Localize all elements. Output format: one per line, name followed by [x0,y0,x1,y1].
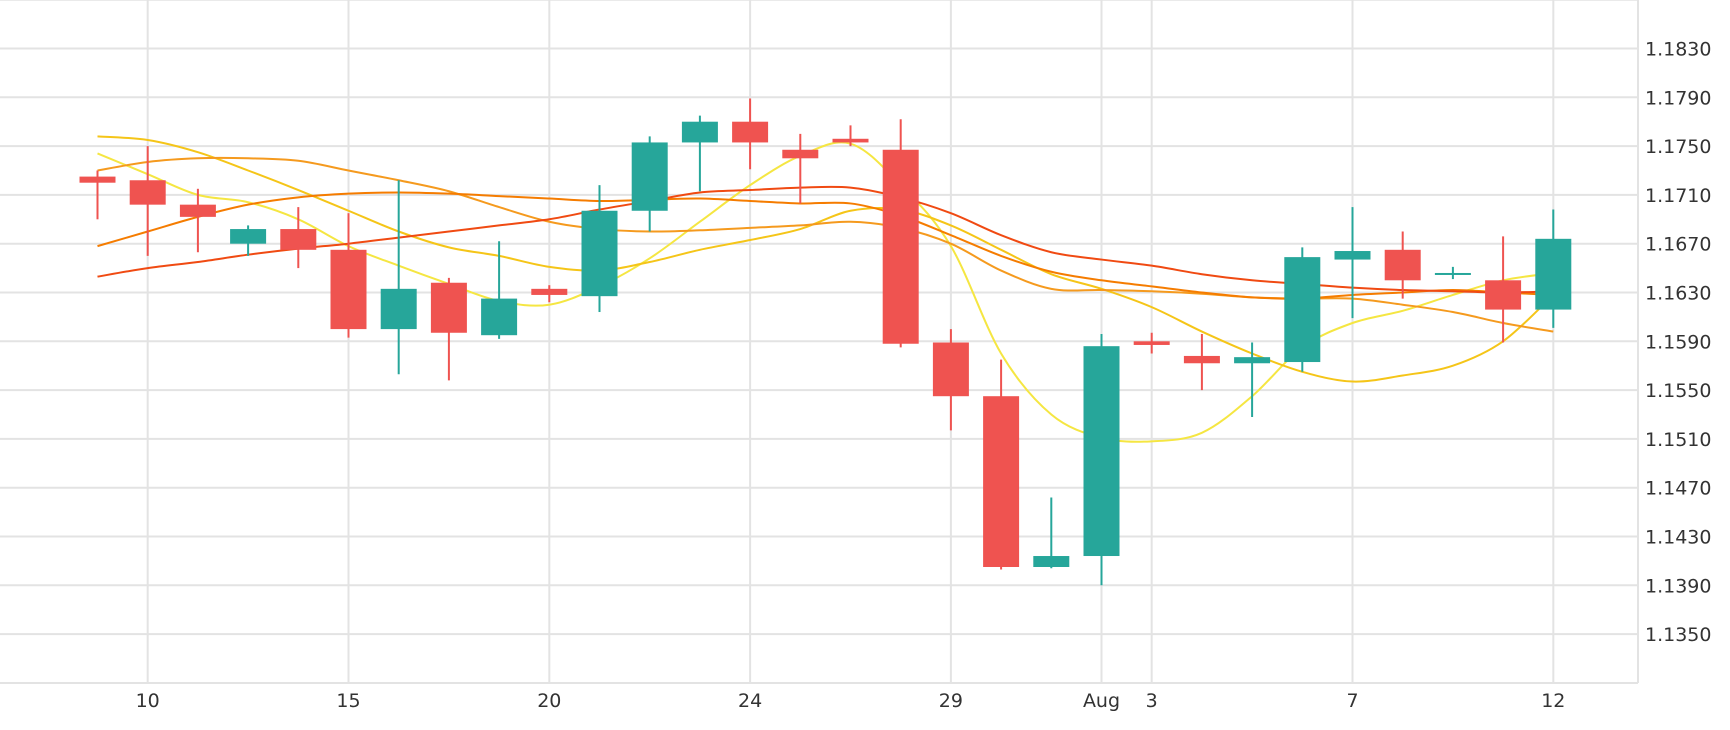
candle-up [631,136,668,232]
candle-body [1485,280,1522,310]
moving-average-line-2 [97,135,1554,383]
candle-up [1234,342,1271,417]
candle-body [1334,251,1371,260]
y-tick-label: 1.1350 [1645,624,1711,646]
candle-body [732,121,769,143]
x-tick-label: 24 [738,690,762,712]
candle-body [882,149,919,344]
candle-body [380,288,417,330]
candle-down [531,285,568,303]
candle-down [1384,231,1421,299]
candle-body [129,180,166,205]
candle-up [1083,333,1120,586]
y-tick-label: 1.1390 [1645,575,1711,597]
candle-up [1535,209,1572,328]
y-tick-label: 1.1550 [1645,380,1711,402]
candle-body [681,121,718,143]
y-tick-label: 1.1670 [1645,234,1711,256]
candle-up [1033,497,1070,569]
candle-up [1284,247,1321,372]
candle-down [882,119,919,348]
candle-body [983,396,1020,567]
y-tick-label: 1.1750 [1645,136,1711,158]
candle-body [1234,357,1271,364]
x-tick-label: 20 [537,690,561,712]
candle-down [983,359,1020,570]
candle-body [481,298,518,336]
candle-down [832,125,869,147]
y-tick-label: 1.1630 [1645,283,1711,305]
x-tick-label: 29 [939,690,963,712]
candle-up [230,225,267,256]
grid [0,0,1638,683]
candle-down [430,277,467,381]
y-tick-label: 1.1430 [1645,527,1711,549]
candle-body [1384,249,1421,281]
y-tick-label: 1.1830 [1645,39,1711,61]
x-tick-label: 12 [1541,690,1565,712]
candle-body [430,282,467,333]
candle-down [1133,332,1170,354]
candle-up [581,185,618,313]
candle-down [1485,236,1522,343]
candles [79,98,1572,586]
candle-down [1183,333,1220,391]
y-tick-label: 1.1590 [1645,331,1711,353]
candle-body [330,249,367,330]
x-tick-label: 15 [336,690,360,712]
x-tick-label: 7 [1346,690,1358,712]
candle-body [179,204,216,217]
candle-down [79,170,116,220]
candle-body [280,229,317,250]
x-tick-label: 10 [136,690,160,712]
y-tick-label: 1.1470 [1645,478,1711,500]
candle-body [1183,355,1220,364]
candle-body [581,210,618,297]
moving-average-lines [97,135,1554,443]
candle-body [1284,257,1321,363]
candle-up [1434,266,1471,280]
y-tick-label: 1.1710 [1645,185,1711,207]
candle-down [129,146,166,256]
candle-up [481,241,518,339]
candle-down [280,207,317,269]
candle-up [1334,207,1371,319]
candle-body [782,149,819,159]
axes: 1.1350 1.1390 1.1430 1.1470 1.1510 1.1550 1.15… [0,0,1711,712]
y-tick-label: 1.1790 [1645,87,1711,109]
candle-down [782,133,819,204]
y-tick-label: 1.1510 [1645,429,1711,451]
candle-down [732,98,769,170]
x-tick-label: Aug [1083,690,1120,712]
candle-body [1535,238,1572,310]
candle-body [1434,272,1471,275]
candle-body [1083,346,1120,557]
candle-up [380,180,417,375]
candle-body [531,288,568,295]
candle-down [179,188,216,253]
candle-body [230,229,267,244]
candle-body [631,142,668,211]
candle-body [832,138,869,143]
candle-body [1033,556,1070,567]
candle-up [681,115,718,192]
candle-down [330,213,367,338]
candle-down [932,329,969,431]
candle-body [1133,341,1170,345]
candle-body [932,342,969,397]
candle-body [79,176,116,183]
x-tick-label: 3 [1146,690,1158,712]
